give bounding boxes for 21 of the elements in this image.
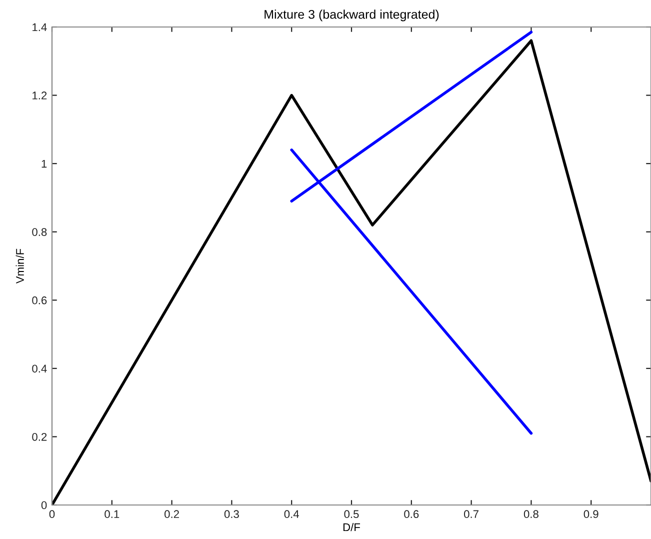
x-tick-label: 0: [49, 510, 55, 518]
y-axis-title: Vmin/F: [16, 248, 24, 284]
x-tick-label: 0.4: [284, 510, 299, 518]
x-tick-label: 0.9: [584, 510, 598, 518]
y-tick-label: 1.4: [32, 23, 47, 32]
x-tick-label: 0.2: [164, 510, 179, 518]
x-tick-label: 0.3: [224, 510, 239, 518]
y-tick-label: 0: [41, 501, 47, 510]
x-tick-label: 0.6: [404, 510, 419, 518]
y-tick-label: 0.8: [32, 228, 47, 236]
y-tick-label: 0.6: [32, 296, 47, 304]
x-axis-title: D/F: [343, 522, 360, 532]
x-tick-label: 0.1: [104, 510, 120, 518]
y-tick-label: 1: [42, 160, 47, 168]
y-tick-label: 0.2: [32, 432, 47, 441]
x-tick-label: 0.7: [464, 510, 478, 518]
y-tick-label: 0.4: [32, 364, 47, 373]
chart-title: Mixture 3 (backward integrated): [264, 10, 439, 22]
x-tick-label: 0.8: [524, 510, 538, 518]
y-tick-label: 1.2: [32, 92, 47, 100]
x-tick-label: 0.5: [344, 510, 359, 518]
